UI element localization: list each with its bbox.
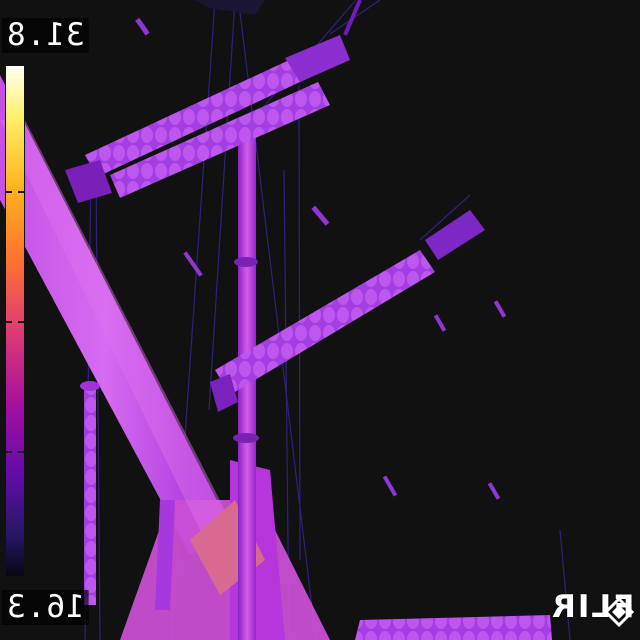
- lower-left-insulator: [80, 0, 265, 610]
- palette-tick: [18, 191, 24, 193]
- palette-tick: [6, 321, 12, 323]
- palette-tick: [18, 321, 24, 323]
- vertical-pole: [233, 135, 259, 640]
- temperature-min-label: 16.3: [2, 589, 89, 625]
- middle-insulators: [210, 210, 485, 412]
- temperature-palette-bar: [5, 65, 25, 577]
- bottom-right-insulator: [355, 615, 552, 640]
- upper-insulators: [65, 0, 362, 203]
- palette-tick: [6, 191, 12, 193]
- flir-diamond-icon: [604, 597, 634, 627]
- temperature-max-label: 31.8: [2, 17, 89, 53]
- small-hardware: [135, 17, 507, 500]
- palette-tick: [18, 451, 24, 453]
- palette-tick: [6, 451, 12, 453]
